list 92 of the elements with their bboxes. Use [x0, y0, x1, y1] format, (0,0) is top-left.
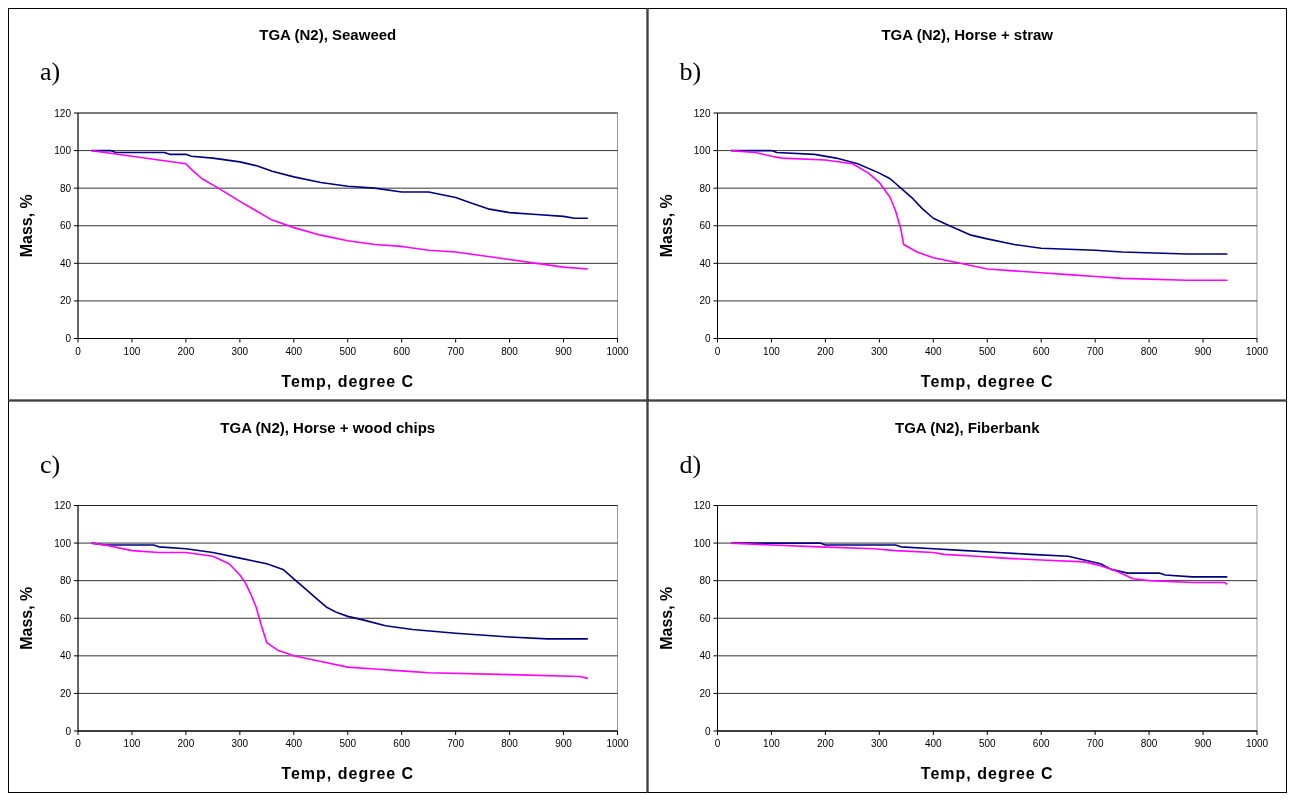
x-tick-label: 400 — [285, 738, 303, 749]
x-tick-label: 700 — [1086, 345, 1104, 357]
y-tick-label: 120 — [54, 107, 72, 119]
y-tick-label: 0 — [704, 333, 711, 344]
x-tick-label: 700 — [447, 738, 465, 749]
x-tick-label: 800 — [1140, 738, 1158, 749]
y-tick-label: 0 — [65, 333, 72, 344]
x-tick-label: 0 — [714, 738, 721, 749]
x-axis-title: Temp, degree C — [920, 765, 1054, 782]
y-tick-label: 120 — [54, 500, 72, 511]
x-tick-label: 300 — [871, 738, 889, 749]
x-tick-label: 400 — [285, 345, 303, 357]
x-tick-label: 400 — [924, 345, 943, 357]
y-tick-label: 100 — [693, 145, 711, 157]
y-tick-label: 40 — [59, 257, 72, 269]
x-tick-label: 300 — [231, 738, 249, 749]
line-series — [90, 149, 589, 270]
y-tick-label: 100 — [54, 537, 72, 549]
y-tick-label: 80 — [59, 182, 72, 194]
x-tick-label: 900 — [1194, 738, 1212, 749]
y-axis-title: Mass, % — [657, 194, 675, 258]
y-axis-title: Mass, % — [657, 586, 675, 650]
x-tick-label: 100 — [763, 345, 781, 357]
text: b) — [679, 57, 702, 86]
y-tick-label: 40 — [59, 650, 72, 662]
y-tick-label: 0 — [704, 725, 711, 737]
y-tick-label: 40 — [699, 650, 711, 662]
x-tick-label: 600 — [1032, 345, 1050, 357]
y-tick-label: 60 — [699, 612, 711, 624]
x-tick-label: 600 — [1032, 738, 1050, 749]
x-tick-label: 800 — [501, 345, 519, 357]
y-tick-label: 40 — [699, 257, 711, 269]
x-tick-label: 500 — [978, 738, 997, 749]
y-tick-label: 120 — [693, 500, 711, 511]
x-tick-label: 800 — [501, 738, 519, 749]
y-axis-title: Mass, % — [18, 194, 35, 258]
x-tick-label: 1000 — [606, 345, 630, 357]
chart-title: TGA (N2), Horse + straw — [881, 26, 1054, 43]
x-tick-label: 300 — [231, 345, 249, 357]
y-tick-label: 20 — [59, 295, 72, 307]
y-tick-label: 60 — [59, 220, 72, 232]
x-tick-label: 1000 — [606, 738, 630, 749]
x-tick-label: 100 — [763, 738, 781, 749]
x-tick-label: 500 — [978, 345, 997, 357]
line-series — [730, 149, 1229, 282]
x-tick-label: 900 — [555, 345, 573, 357]
y-tick-label: 80 — [699, 182, 711, 194]
x-tick-label: 200 — [817, 738, 835, 749]
x-tick-label: 500 — [339, 738, 357, 749]
y-tick-label: 0 — [65, 725, 72, 737]
x-axis-title: Temp, degree C — [920, 372, 1054, 390]
x-tick-label: 200 — [177, 738, 195, 749]
x-tick-label: 700 — [1086, 738, 1104, 749]
x-tick-label: 0 — [75, 738, 82, 749]
x-tick-label: 100 — [123, 345, 141, 357]
chart-title: TGA (N2), Seaweed — [259, 26, 397, 43]
x-tick-label: 400 — [924, 738, 943, 749]
x-tick-label: 900 — [1194, 345, 1212, 357]
y-tick-label: 60 — [59, 612, 72, 624]
text: c) — [40, 449, 61, 479]
x-tick-label: 0 — [714, 345, 721, 357]
chart-title: TGA (N2), Fiberbank — [895, 418, 1041, 436]
y-tick-label: 80 — [699, 575, 711, 587]
x-axis-title: Temp, degree C — [281, 372, 415, 390]
y-tick-label: 20 — [699, 687, 711, 699]
y-tick-label: 80 — [59, 575, 72, 587]
x-tick-label: 500 — [339, 345, 357, 357]
y-tick-label: 20 — [59, 687, 72, 699]
x-axis-title: Temp, degree C — [281, 765, 415, 782]
x-tick-label: 300 — [871, 345, 889, 357]
x-tick-label: 100 — [123, 738, 141, 749]
line-series — [90, 542, 589, 680]
x-tick-label: 700 — [447, 345, 465, 357]
y-tick-label: 100 — [54, 145, 72, 157]
y-tick-label: 20 — [699, 295, 711, 307]
y-tick-label: 60 — [699, 220, 711, 232]
x-tick-label: 800 — [1140, 345, 1158, 357]
chart-title: TGA (N2), Horse + wood chips — [220, 418, 436, 436]
line-series — [730, 542, 1229, 586]
x-tick-label: 1000 — [1245, 345, 1269, 357]
x-tick-label: 1000 — [1245, 738, 1269, 749]
text: a) — [40, 57, 61, 86]
y-tick-label: 100 — [693, 537, 711, 549]
y-tick-label: 120 — [693, 107, 711, 119]
x-tick-label: 900 — [555, 738, 573, 749]
x-tick-label: 200 — [177, 345, 195, 357]
text: d) — [679, 449, 702, 479]
x-tick-label: 600 — [393, 345, 411, 357]
x-tick-label: 200 — [817, 345, 835, 357]
x-tick-label: 600 — [393, 738, 411, 749]
x-tick-label: 0 — [75, 345, 82, 357]
y-axis-title: Mass, % — [18, 586, 35, 650]
